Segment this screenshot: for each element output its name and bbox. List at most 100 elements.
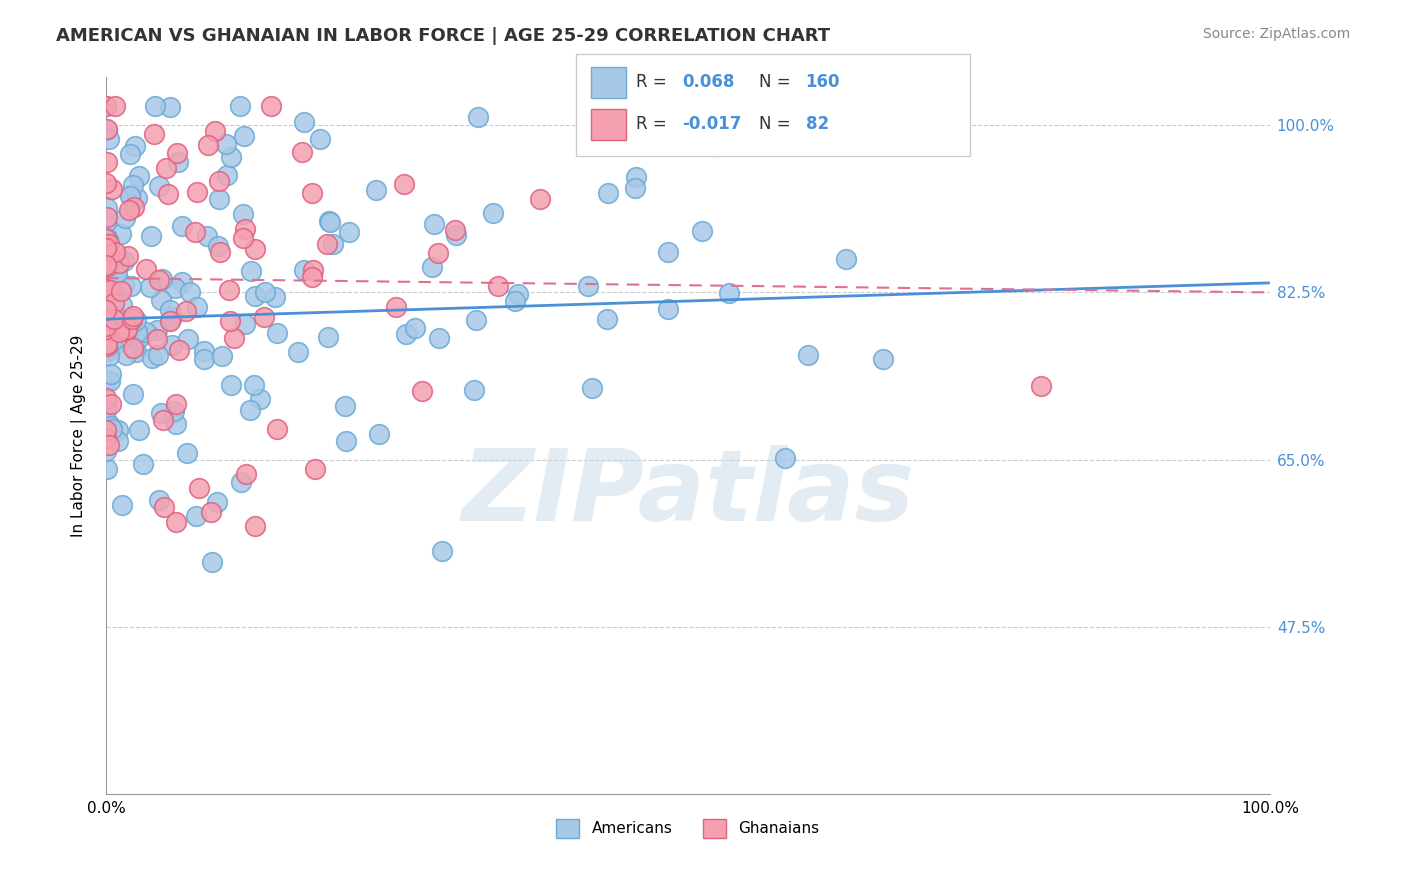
Americans [131,457,153,471]
Americans [322,236,344,251]
Americans [114,348,136,362]
Americans [120,187,142,202]
Ghanaians [110,284,132,298]
Americans [366,183,388,197]
Ghanaians [304,462,326,476]
Ghanaians [184,225,207,239]
Ghanaians [165,397,187,411]
Americans [243,289,266,303]
Americans [150,406,173,420]
Ghanaians [98,284,121,298]
Americans [624,170,647,185]
Legend: Americans, Ghanaians: Americans, Ghanaians [550,813,825,844]
Americans [508,286,530,301]
Americans [148,348,170,362]
Americans [125,344,148,359]
Americans [100,367,122,381]
Ghanaians [94,258,117,272]
Americans [94,403,117,417]
Ghanaians [266,422,288,436]
Ghanaians [121,311,143,326]
Ghanaians [96,339,118,353]
Ghanaians [232,231,254,245]
Text: R =: R = [636,115,672,133]
Americans [96,123,118,137]
Ghanaians [222,331,245,345]
Americans [139,279,162,293]
Ghanaians [208,244,231,259]
Americans [97,239,120,253]
Text: ZIPatlas: ZIPatlas [461,444,914,541]
Ghanaians [197,137,219,152]
Americans [124,341,146,355]
Ghanaians [200,505,222,519]
Americans [135,325,157,339]
Americans [128,423,150,437]
Ghanaians [243,519,266,533]
Ghanaians [94,318,117,333]
Ghanaians [188,481,211,495]
Americans [467,110,489,124]
Ghanaians [394,177,416,191]
Americans [163,404,186,418]
Americans [148,179,170,194]
Ghanaians [166,146,188,161]
Americans [97,253,120,268]
Americans [690,224,713,238]
Ghanaians [98,438,121,452]
Americans [264,289,287,303]
Text: R =: R = [636,73,672,91]
Americans [211,349,233,363]
Americans [208,192,231,206]
Americans [395,326,418,341]
Americans [94,289,117,303]
Americans [125,191,148,205]
Ghanaians [96,154,118,169]
Ghanaians [444,223,467,237]
Americans [111,298,134,312]
Americans [186,300,208,314]
Americans [96,231,118,245]
Americans [112,278,135,293]
Ghanaians [96,210,118,224]
Americans [96,396,118,410]
Text: N =: N = [759,73,796,91]
Americans [96,334,118,348]
Americans [141,229,163,244]
Americans [193,343,215,358]
Americans [101,339,124,353]
Text: Source: ZipAtlas.com: Source: ZipAtlas.com [1202,27,1350,41]
Americans [243,377,266,392]
Ghanaians [103,311,125,326]
Ghanaians [1031,379,1053,393]
Ghanaians [115,324,138,338]
Ghanaians [94,324,117,338]
Text: AMERICAN VS GHANAIAN IN LABOR FORCE | AGE 25-29 CORRELATION CHART: AMERICAN VS GHANAIAN IN LABOR FORCE | AG… [56,27,831,45]
Americans [233,128,256,143]
Americans [94,376,117,390]
Americans [596,186,619,200]
Americans [105,268,128,283]
Americans [718,285,741,300]
Americans [146,323,169,337]
Ghanaians [96,336,118,351]
Americans [482,206,505,220]
Americans [94,443,117,458]
Ghanaians [97,260,120,274]
Americans [100,419,122,434]
Americans [160,310,183,325]
Americans [98,417,121,431]
Americans [118,188,141,202]
Americans [319,215,342,229]
Ghanaians [218,313,240,327]
Ghanaians [94,431,117,445]
Americans [200,555,222,569]
Ghanaians [115,321,138,335]
Americans [404,321,426,335]
Americans [107,423,129,437]
Americans [463,383,485,397]
Americans [94,217,117,231]
Americans [581,381,603,395]
Text: N =: N = [759,115,796,133]
Americans [159,100,181,114]
